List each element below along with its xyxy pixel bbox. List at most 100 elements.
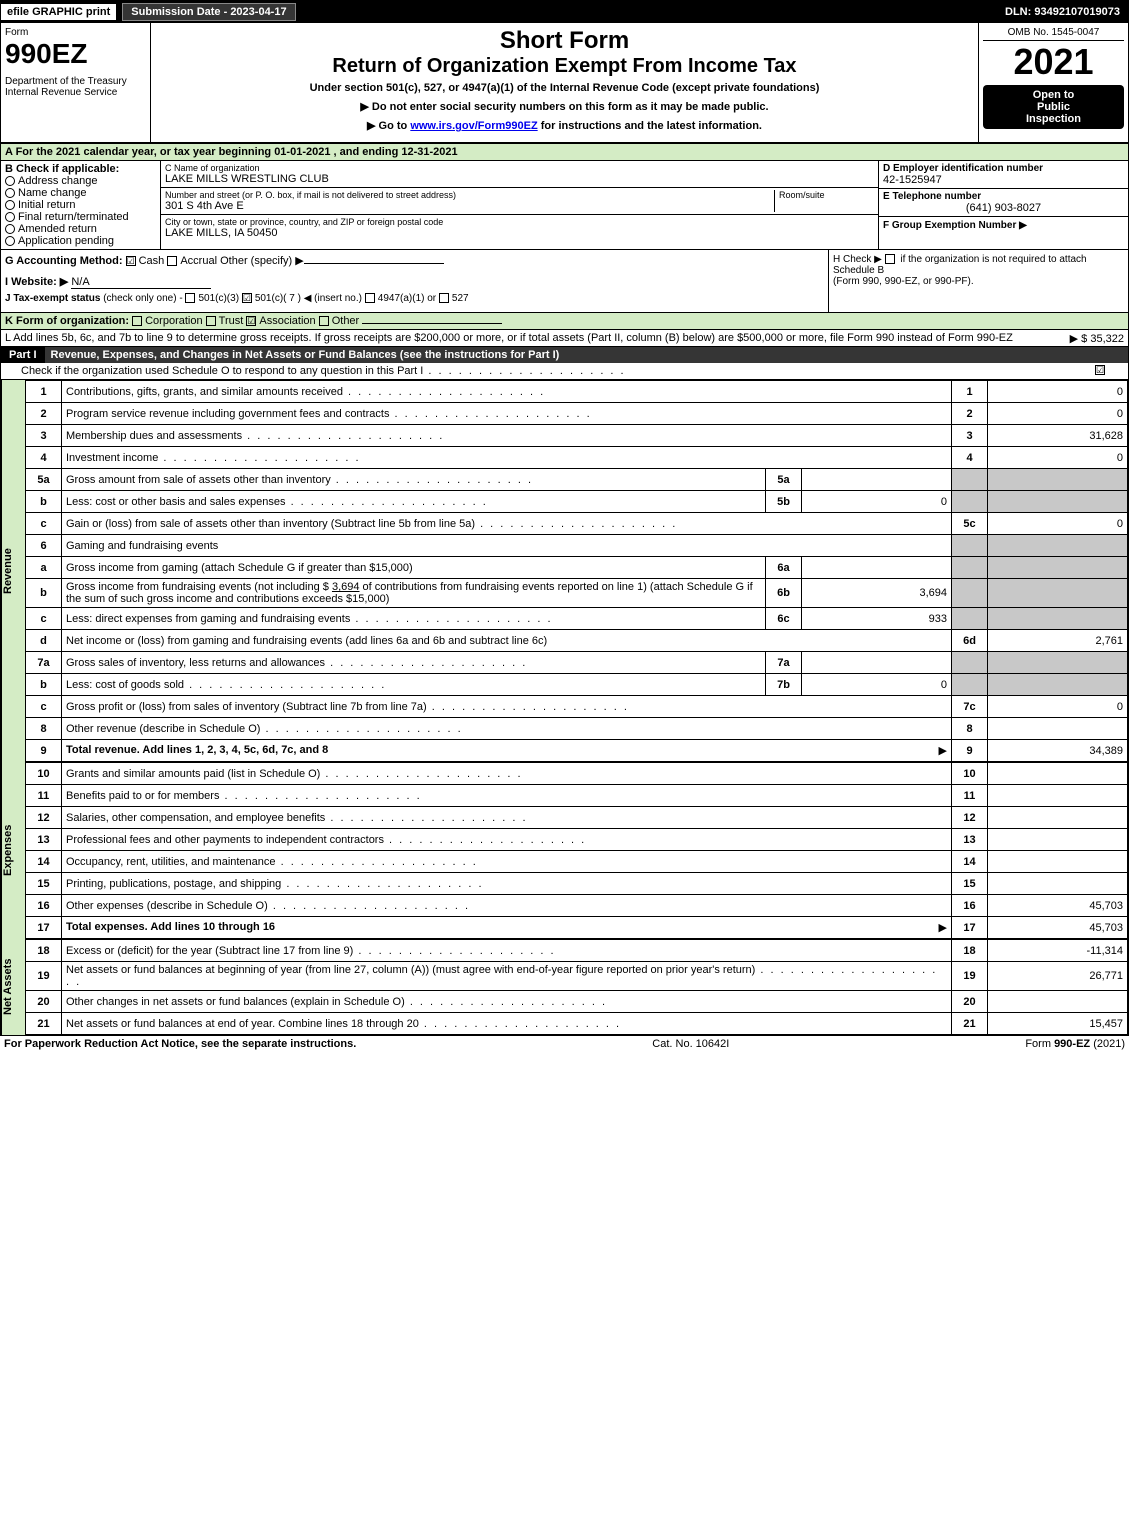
chk-4947[interactable] <box>365 293 375 303</box>
irs-link[interactable]: www.irs.gov/Form990EZ <box>410 120 537 132</box>
note-goto-pre: ▶ Go to <box>367 120 410 132</box>
g-label: G Accounting Method: <box>5 255 123 267</box>
chk-other-org[interactable] <box>319 316 329 326</box>
line-11: 11Benefits paid to or for members11 <box>26 785 1128 807</box>
i-label: I Website: ▶ <box>5 276 68 288</box>
chk-501c3[interactable] <box>185 293 195 303</box>
header-left: Form 990EZ Department of the Treasury In… <box>1 23 151 142</box>
chk-app-pending[interactable]: Application pending <box>5 235 156 247</box>
l-value: ▶ $ 35,322 <box>1070 332 1124 345</box>
header-row: Form 990EZ Department of the Treasury In… <box>1 23 1128 143</box>
chk-schedule-o[interactable]: ☑ <box>1095 365 1105 375</box>
footer: For Paperwork Reduction Act Notice, see … <box>0 1036 1129 1052</box>
col-h: H Check ▶ if the organization is not req… <box>828 250 1128 312</box>
b-title: B Check if applicable: <box>5 163 156 175</box>
chk-address-change[interactable]: Address change <box>5 175 156 187</box>
col-gijk: G Accounting Method: ☑Cash Accrual Other… <box>1 250 828 312</box>
section-a: A For the 2021 calendar year, or tax yea… <box>1 143 1128 161</box>
line-6b: bGross income from fundraising events (n… <box>26 579 1128 608</box>
h-text3: (Form 990, 990-EZ, or 990-PF). <box>833 276 974 287</box>
line-16: 16Other expenses (describe in Schedule O… <box>26 895 1128 917</box>
line-6: 6Gaming and fundraising events <box>26 535 1128 557</box>
dln: DLN: 93492107019073 <box>997 4 1128 20</box>
line-21: 21Net assets or fund balances at end of … <box>26 1013 1128 1035</box>
line-6d: dNet income or (loss) from gaming and fu… <box>26 630 1128 652</box>
line-3: 3Membership dues and assessments331,628 <box>26 425 1128 447</box>
line-7b: bLess: cost of goods sold7b0 <box>26 674 1128 696</box>
line-19: 19Net assets or fund balances at beginni… <box>26 962 1128 991</box>
footer-cat: Cat. No. 10642I <box>652 1038 729 1050</box>
chk-assoc[interactable]: ☑ <box>246 316 256 326</box>
h-text1: H Check ▶ <box>833 254 885 265</box>
open-2: Public <box>987 101 1120 113</box>
chk-final-return[interactable]: Final return/terminated <box>5 211 156 223</box>
c-city-label: City or town, state or province, country… <box>165 217 874 227</box>
chk-cash[interactable]: ☑ <box>126 256 136 266</box>
telephone: (641) 903-8027 <box>883 202 1124 214</box>
line-10: 10Grants and similar amounts paid (list … <box>26 763 1128 785</box>
chk-trust[interactable] <box>206 316 216 326</box>
chk-accrual[interactable] <box>167 256 177 266</box>
topbar: efile GRAPHIC print Submission Date - 20… <box>1 1 1128 23</box>
g-row: G Accounting Method: ☑Cash Accrual Other… <box>5 254 824 267</box>
g-other-line[interactable] <box>304 263 444 264</box>
line-18: 18Excess or (deficit) for the year (Subt… <box>26 940 1128 962</box>
line-4: 4Investment income40 <box>26 447 1128 469</box>
note-goto-post: for instructions and the latest informat… <box>538 120 762 132</box>
chk-amended-return[interactable]: Amended return <box>5 223 156 235</box>
net-assets-section: Net Assets 18Excess or (deficit) for the… <box>1 939 1128 1035</box>
open-1: Open to <box>987 89 1120 101</box>
line-13: 13Professional fees and other payments t… <box>26 829 1128 851</box>
row-gh: G Accounting Method: ☑Cash Accrual Other… <box>1 250 1128 313</box>
omb-number: OMB No. 1545-0047 <box>983 27 1124 41</box>
c-name-label: C Name of organization <box>165 163 874 173</box>
submission-date: Submission Date - 2023-04-17 <box>122 3 295 21</box>
line-14: 14Occupancy, rent, utilities, and mainte… <box>26 851 1128 873</box>
tax-year: 2021 <box>983 41 1124 83</box>
footer-left: For Paperwork Reduction Act Notice, see … <box>4 1038 356 1050</box>
section-l: L Add lines 5b, 6c, and 7b to line 9 to … <box>1 330 1128 347</box>
open-3: Inspection <box>987 113 1120 125</box>
c-name-cell: C Name of organization LAKE MILLS WRESTL… <box>161 161 878 188</box>
header-right: OMB No. 1545-0047 2021 Open to Public In… <box>978 23 1128 142</box>
line-15: 15Printing, publications, postage, and s… <box>26 873 1128 895</box>
dept-treasury: Department of the Treasury <box>5 76 146 87</box>
chk-corp[interactable] <box>132 316 142 326</box>
chk-527[interactable] <box>439 293 449 303</box>
revenue-section: Revenue 1Contributions, gifts, grants, a… <box>1 380 1128 762</box>
note-goto: ▶ Go to www.irs.gov/Form990EZ for instru… <box>155 119 974 132</box>
part-i-tab: Part I <box>1 347 45 363</box>
line-7a: 7aGross sales of inventory, less returns… <box>26 652 1128 674</box>
c-addr-cell: Number and street (or P. O. box, if mail… <box>161 188 878 215</box>
col-b: B Check if applicable: Address change Na… <box>1 161 161 249</box>
chk-name-change[interactable]: Name change <box>5 187 156 199</box>
line-2: 2Program service revenue including gover… <box>26 403 1128 425</box>
line-17: 17Total expenses. Add lines 10 through 1… <box>26 917 1128 939</box>
k-row: K Form of organization: Corporation Trus… <box>1 313 1128 330</box>
side-net-assets: Net Assets <box>1 939 25 1035</box>
org-address: 301 S 4th Ave E <box>165 200 774 212</box>
return-title: Return of Organization Exempt From Incom… <box>155 55 974 78</box>
chk-501c[interactable]: ☑ <box>242 293 252 303</box>
efile-print[interactable]: efile GRAPHIC print <box>1 4 116 20</box>
org-name: LAKE MILLS WRESTLING CLUB <box>165 173 874 185</box>
k-other-line[interactable] <box>362 323 502 324</box>
line-5b: bLess: cost or other basis and sales exp… <box>26 491 1128 513</box>
note-ssn: ▶ Do not enter social security numbers o… <box>155 100 974 113</box>
l-text: L Add lines 5b, 6c, and 7b to line 9 to … <box>5 332 1013 344</box>
chk-initial-return[interactable]: Initial return <box>5 199 156 211</box>
side-revenue: Revenue <box>1 380 25 762</box>
i-row: I Website: ▶ N/A <box>5 275 824 289</box>
form-label: Form <box>5 27 146 38</box>
f-cell: F Group Exemption Number ▶ <box>879 217 1128 233</box>
f-label: F Group Exemption Number ▶ <box>883 220 1027 231</box>
part-i-sub-text: Check if the organization used Schedule … <box>21 365 626 377</box>
chk-h[interactable] <box>885 254 895 264</box>
form-container: efile GRAPHIC print Submission Date - 20… <box>0 0 1129 1036</box>
line-20: 20Other changes in net assets or fund ba… <box>26 991 1128 1013</box>
expenses-section: Expenses 10Grants and similar amounts pa… <box>1 762 1128 939</box>
fundraising-amt: 3,694 <box>332 581 360 593</box>
row-bcdef: B Check if applicable: Address change Na… <box>1 161 1128 250</box>
line-1: 1Contributions, gifts, grants, and simil… <box>26 381 1128 403</box>
j-row: J Tax-exempt status (check only one) - 5… <box>5 293 824 304</box>
